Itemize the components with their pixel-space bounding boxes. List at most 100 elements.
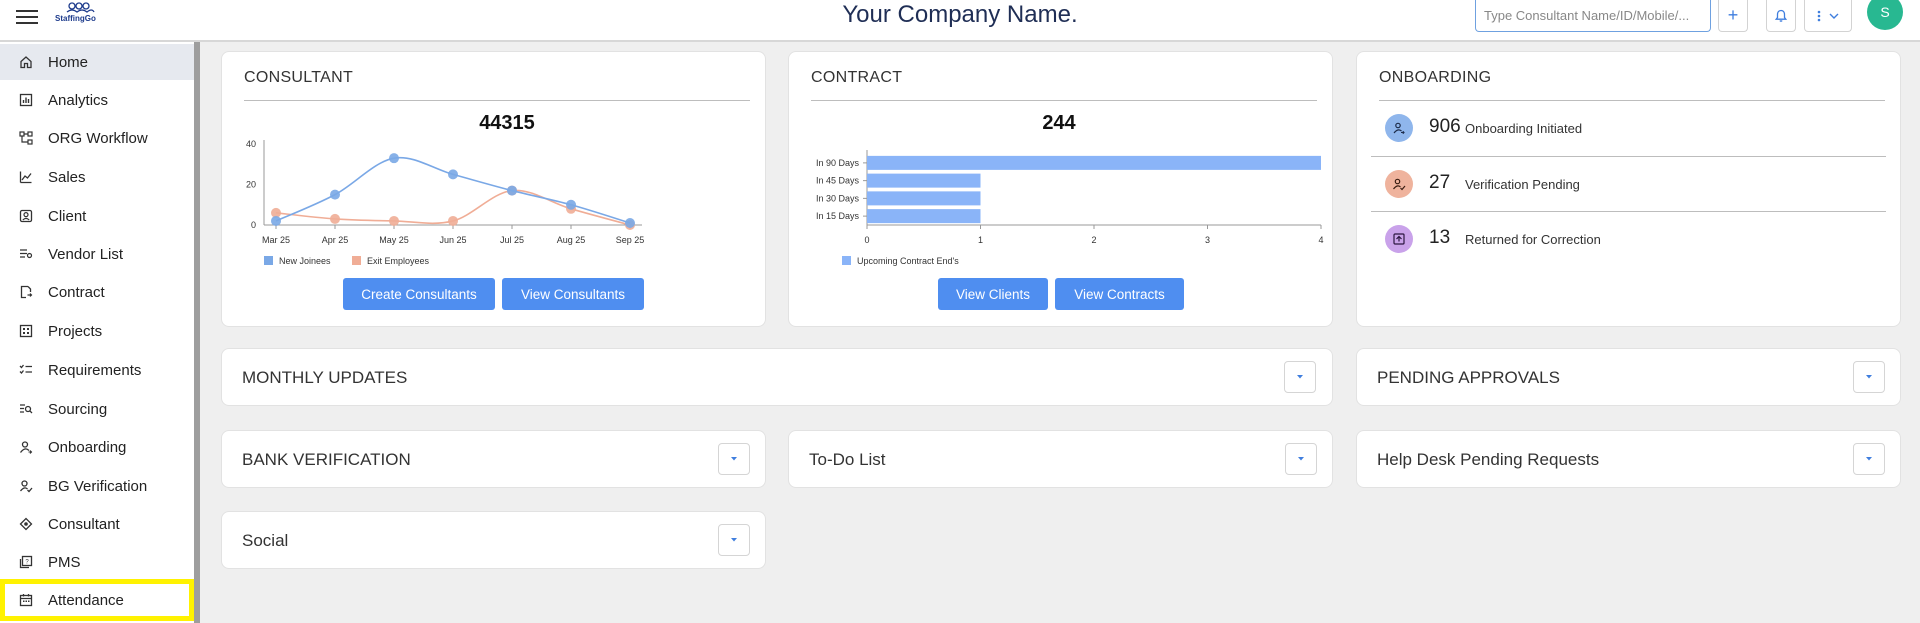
consultant-card: CONSULTANT 44315 0 20 40 Mar 25 Apr 25 May 25…: [221, 51, 766, 327]
sidebar-item-org-workflow[interactable]: ORG Workflow: [0, 120, 194, 156]
onboarding-card: ONBOARDING 906 Onboarding Initiated 27 V…: [1356, 51, 1901, 327]
verification-pending-icon: [1385, 170, 1413, 198]
help-desk-expand-button[interactable]: [1853, 443, 1885, 475]
sidebar-item-label: Sourcing: [48, 400, 108, 418]
x-tick-label: May 25: [379, 235, 409, 245]
sidebar-item-label: Vendor List: [48, 245, 124, 263]
analytics-icon: [18, 92, 34, 108]
todo-list-expand-button[interactable]: [1285, 443, 1317, 475]
sidebar-item-requirements[interactable]: Requirements: [0, 352, 194, 388]
upcoming-contract-legend-swatch: [842, 256, 851, 265]
staffinggo-logo: [66, 2, 95, 13]
y-tick-label: 0: [251, 220, 256, 230]
more-options-button[interactable]: [1804, 0, 1852, 32]
new-joinees-point: [271, 215, 281, 226]
onboarding-initiated-count: 906: [1429, 116, 1461, 137]
consultant-search-input[interactable]: [1475, 0, 1711, 32]
new-joinees-line: [275, 156, 631, 224]
divider: [1371, 211, 1886, 212]
bell-icon: [1774, 9, 1788, 22]
sidebar-item-contract[interactable]: Contract: [0, 274, 194, 310]
new-joinees-legend-label: New Joinees: [279, 256, 331, 266]
x-tick-label: Jun 25: [439, 235, 466, 245]
x-tick-label: Sep 25: [616, 235, 645, 245]
onboarding-initiated-icon: [1385, 114, 1413, 142]
top-bar: StaffingGo Your Company Name. + S: [0, 0, 1920, 42]
exit-employees-point: [271, 207, 281, 218]
todo-list-panel: To-Do List: [788, 430, 1333, 488]
x-tick-label: 4: [1318, 235, 1323, 245]
svg-text:?: ?: [25, 560, 29, 566]
x-tick-label: Jul 25: [500, 235, 524, 245]
x-tick-label: Aug 25: [557, 235, 586, 245]
bank-verification-panel: BANK VERIFICATION: [221, 430, 766, 488]
pending-approvals-expand-button[interactable]: [1853, 361, 1885, 393]
vendor-list-icon: [18, 246, 34, 262]
returned-for-correction-label: Returned for Correction: [1465, 232, 1601, 247]
sidebar-item-sourcing[interactable]: Sourcing: [0, 391, 194, 427]
client-icon: [18, 208, 34, 224]
verification-pending-row[interactable]: 27 Verification Pending: [1357, 157, 1900, 211]
sidebar-item-label: PMS: [48, 553, 81, 571]
onboarding-icon: [18, 439, 34, 455]
sidebar-item-label: Sales: [48, 168, 86, 186]
upcoming-contract-legend-label: Upcoming Contract End's: [857, 256, 959, 266]
returned-for-correction-icon: [1385, 225, 1413, 253]
monthly-updates-expand-button[interactable]: [1284, 361, 1316, 393]
new-joinees-point: [566, 199, 576, 210]
add-button[interactable]: +: [1718, 0, 1748, 32]
sidebar-item-label: Onboarding: [48, 438, 127, 456]
sidebar-item-onboarding[interactable]: Onboarding: [0, 429, 194, 465]
view-clients-button[interactable]: View Clients: [938, 278, 1048, 310]
bank-verification-title: BANK VERIFICATION: [242, 450, 411, 469]
sidebar-item-label: Attendance: [48, 591, 124, 609]
sidebar-item-analytics[interactable]: Analytics: [0, 82, 194, 118]
notifications-button[interactable]: [1766, 0, 1796, 32]
returned-for-correction-count: 13: [1429, 227, 1451, 248]
view-consultants-button[interactable]: View Consultants: [502, 278, 644, 310]
avatar-initial: S: [1880, 4, 1890, 20]
sidebar-item-label: Analytics: [48, 91, 109, 109]
onboarding-card-title: ONBOARDING: [1379, 69, 1492, 86]
sidebar-item-home[interactable]: Home: [0, 44, 194, 80]
sidebar-item-bg-verification[interactable]: BG Verification: [0, 468, 194, 504]
contract-icon: [18, 284, 34, 300]
monthly-updates-panel: MONTHLY UPDATES: [221, 348, 1333, 406]
bg-verification-icon: [18, 478, 34, 494]
new-joinees-legend-swatch: [264, 256, 273, 265]
sidebar-item-client[interactable]: Client: [0, 198, 194, 234]
divider: [1371, 156, 1886, 157]
verification-pending-label: Verification Pending: [1465, 177, 1580, 192]
help-desk-title: Help Desk Pending Requests: [1377, 450, 1600, 469]
todo-list-title: To-Do List: [809, 450, 886, 469]
returned-for-correction-row[interactable]: 13 Returned for Correction: [1357, 212, 1900, 266]
new-joinees-point: [448, 169, 458, 180]
sidebar-item-label: Projects: [48, 322, 103, 340]
user-avatar[interactable]: S: [1867, 0, 1903, 30]
caret-down-icon: [1298, 457, 1304, 461]
bank-verification-expand-button[interactable]: [718, 443, 750, 475]
sidebar-item-sales[interactable]: Sales: [0, 159, 194, 195]
sidebar-item-projects[interactable]: Projects: [0, 313, 194, 349]
sidebar-item-label: Requirements: [48, 361, 142, 379]
onboarding-initiated-row[interactable]: 906 Onboarding Initiated: [1357, 101, 1900, 155]
workflow-icon: [18, 130, 34, 146]
sidebar-item-consultant[interactable]: Consultant: [0, 506, 194, 542]
sidebar-item-vendor-list[interactable]: Vendor List: [0, 236, 194, 272]
contract-card: CONTRACT 244 0 1 2 3 4 In 90 Days In 45 Days In…: [788, 51, 1333, 327]
hamburger-menu-icon[interactable]: [16, 6, 38, 26]
social-title: Social: [242, 531, 289, 550]
create-consultants-button[interactable]: Create Consultants: [343, 278, 495, 310]
exit-employees-legend-label: Exit Employees: [367, 256, 430, 266]
consultant-line-chart: 0 20 40 Mar 25 Apr 25 May 25 Jun 25 Jul 25 Aug 2…: [246, 139, 645, 266]
sidebar-item-attendance[interactable]: Attendance: [0, 579, 194, 621]
chevron-down-icon: [1829, 13, 1839, 19]
social-expand-button[interactable]: [718, 524, 750, 556]
caret-down-icon: [1866, 457, 1872, 461]
contract-bar: [867, 155, 1321, 170]
sidebar-item-pms[interactable]: ? PMS: [0, 544, 194, 580]
verification-pending-count: 27: [1429, 172, 1451, 193]
new-joinees-point: [507, 185, 517, 196]
view-contracts-button[interactable]: View Contracts: [1055, 278, 1184, 310]
x-tick-label: Apr 25: [322, 235, 349, 245]
